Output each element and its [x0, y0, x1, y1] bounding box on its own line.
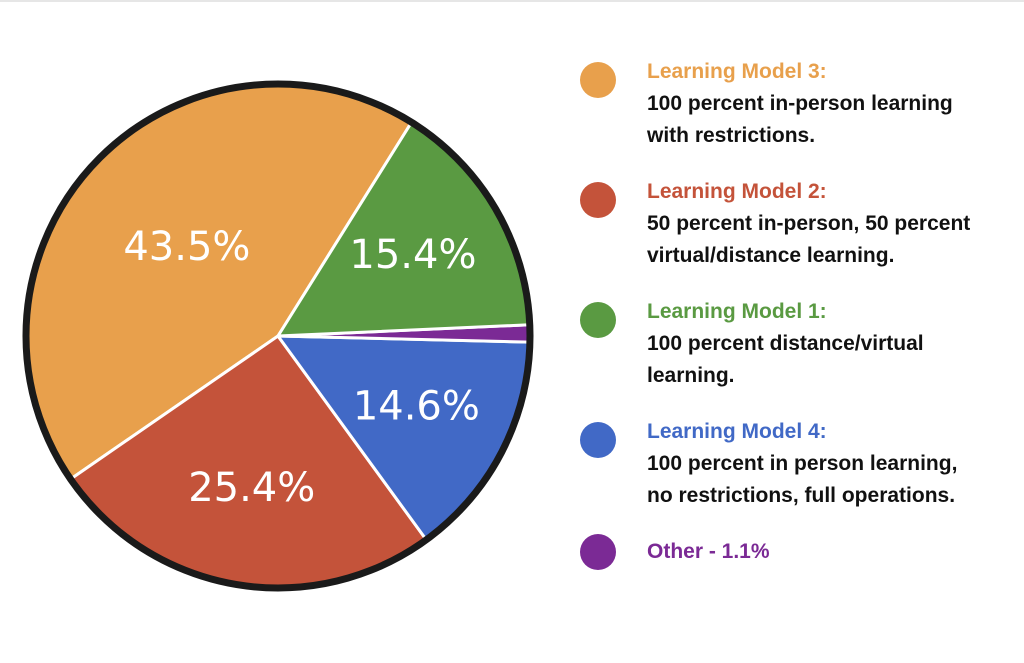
legend-dot-model-3 — [580, 62, 616, 98]
legend-dot-other — [580, 534, 616, 570]
legend-desc-model-3-line2: with restrictions. — [647, 124, 816, 147]
slice-label-learning-model-3: 43.5% — [123, 224, 250, 270]
top-divider — [0, 0, 1024, 2]
legend-item-model-1: Learning Model 1: 100 percent distance/v… — [580, 296, 1010, 392]
pie-outline — [22, 80, 534, 592]
legend-title-model-4: Learning Model 4: — [647, 420, 827, 443]
legend-desc-model-1-line2: learning. — [647, 364, 735, 387]
legend-dot-model-4 — [580, 422, 616, 458]
legend-dot-model-2 — [580, 182, 616, 218]
legend-item-model-2: Learning Model 2: 50 percent in-person, … — [580, 176, 1010, 272]
legend-item-model-3: Learning Model 3: 100 percent in-person … — [580, 56, 1010, 152]
legend-title-other: Other - 1.1% — [647, 540, 770, 563]
legend: Learning Model 3: 100 percent in-person … — [580, 56, 1010, 592]
legend-desc-model-4-line2: no restrictions, full operations. — [647, 484, 956, 507]
legend-title-model-2: Learning Model 2: — [647, 180, 827, 203]
legend-item-model-4: Learning Model 4: 100 percent in person … — [580, 416, 1010, 512]
legend-dot-model-1 — [580, 302, 616, 338]
legend-desc-model-2-line2: virtual/distance learning. — [647, 244, 895, 267]
slice-label-learning-model-4: 14.6% — [353, 384, 480, 430]
legend-desc-model-2-line1: 50 percent in-person, 50 percent — [647, 212, 971, 235]
legend-item-other: Other - 1.1% — [580, 534, 1010, 570]
slice-label-learning-model-2: 25.4% — [188, 465, 315, 511]
legend-title-model-3: Learning Model 3: — [647, 60, 827, 83]
slice-label-learning-model-1: 15.4% — [349, 232, 476, 278]
legend-desc-model-1-line1: 100 percent distance/virtual — [647, 332, 924, 355]
legend-title-model-1: Learning Model 1: — [647, 300, 827, 323]
legend-desc-model-3-line1: 100 percent in-person learning — [647, 92, 953, 115]
legend-desc-model-4-line1: 100 percent in person learning, — [647, 452, 958, 475]
